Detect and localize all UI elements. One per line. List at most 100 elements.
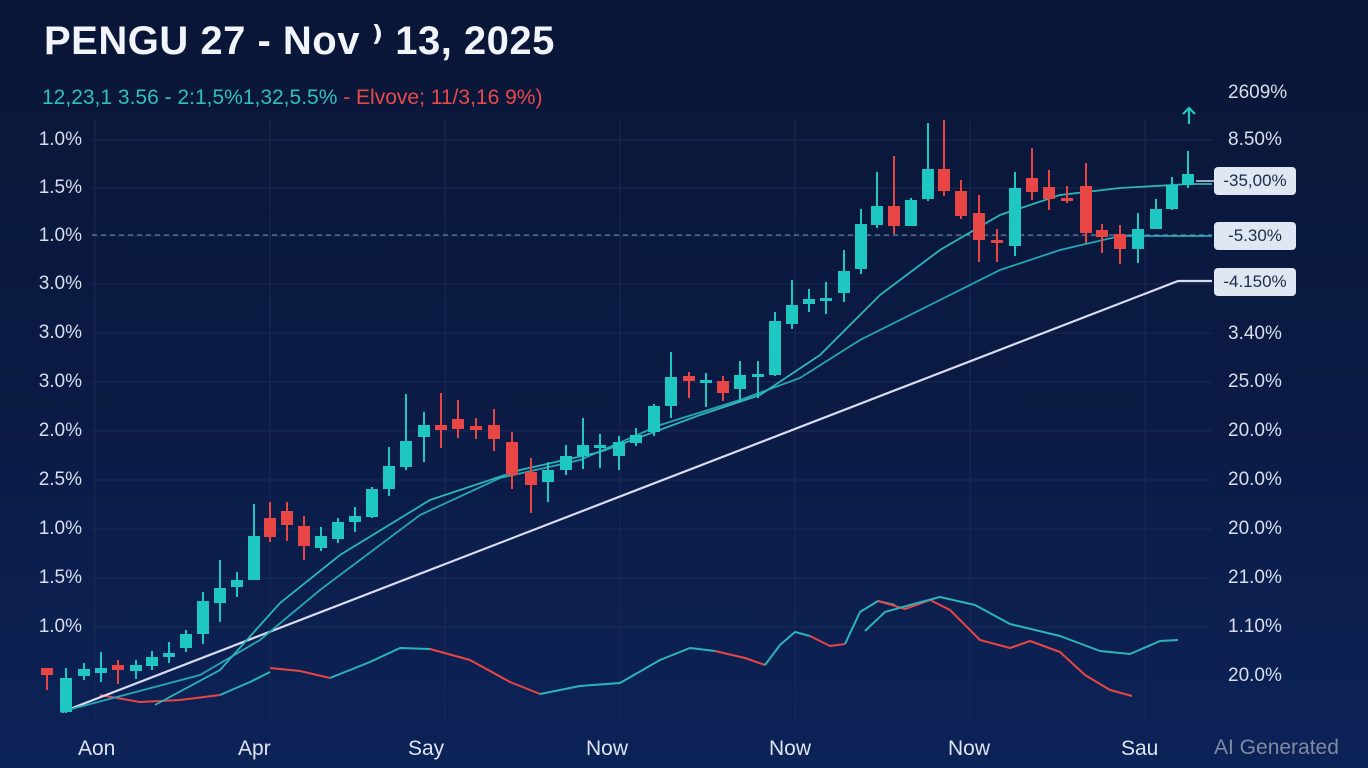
bull-candle	[214, 560, 226, 622]
candles	[41, 120, 1194, 713]
bear-candle	[488, 409, 500, 451]
bull-candle	[366, 487, 378, 518]
bear-candle	[435, 393, 447, 448]
bull-candle	[871, 172, 883, 228]
subtitle-change: - Elvove; 11/3,16 9%)	[337, 86, 543, 109]
y-axis-label-right: 21.0%	[1228, 567, 1282, 588]
bull-candle	[418, 412, 430, 462]
y-axis-label: 1.0%	[38, 616, 82, 637]
y-axis-label: 3.0%	[38, 371, 82, 392]
bull-candle	[700, 373, 712, 407]
bull-candle	[1009, 172, 1021, 256]
bull-candle	[400, 394, 412, 470]
bear-candle	[1096, 224, 1108, 253]
bull-candle	[231, 572, 243, 597]
y-axis-label-right: 2609%	[1228, 82, 1288, 103]
bear-candle	[506, 432, 518, 489]
bull-candle	[130, 660, 142, 679]
bull-candle	[786, 280, 798, 329]
x-axis-label: Now	[769, 737, 812, 760]
bull-candle	[752, 361, 764, 398]
bull-candle	[1182, 151, 1194, 188]
y-axis-label: 2.5%	[38, 469, 82, 490]
y-axis-label: 3.0%	[38, 273, 82, 294]
bull-candle	[820, 282, 832, 314]
bull-candle	[594, 434, 606, 468]
y-axis-label: 2.0%	[38, 420, 82, 441]
bear-candle	[1026, 148, 1038, 200]
chart-subtitle: 12,23,1 3.56 - 2:1,5%1,32,5.5% - Elvove;…	[42, 86, 542, 110]
bull-candle	[383, 447, 395, 496]
bull-candle	[315, 527, 327, 551]
bull-candle	[332, 518, 344, 543]
bear-candle	[1080, 163, 1092, 243]
bull-candle	[1166, 177, 1178, 210]
y-axis-label: 1.0%	[38, 518, 82, 539]
bull-candle	[648, 404, 660, 436]
bear-candle	[955, 180, 967, 219]
x-axis-label: Now	[586, 737, 629, 760]
y-axis-label-right: 20.0%	[1228, 518, 1282, 539]
bull-candle	[180, 630, 192, 652]
bull-candle	[905, 198, 917, 226]
y-axis-label-right: 8.50%	[1228, 129, 1282, 150]
bull-candle	[197, 592, 209, 644]
price-tag: -35,00%	[1214, 167, 1296, 195]
bear-candle	[938, 120, 950, 196]
bear-candle	[888, 156, 900, 234]
bear-candle	[298, 516, 310, 560]
y-axis-label-right: 3.40%	[1228, 323, 1282, 344]
bull-candle	[1150, 199, 1162, 229]
bear-candle	[1043, 170, 1055, 210]
bull-candle	[163, 642, 175, 663]
x-axis-label: Say	[408, 737, 445, 760]
bull-candle	[60, 668, 72, 713]
bull-candle	[665, 352, 677, 418]
bear-candle	[281, 502, 293, 541]
bull-candle	[1132, 213, 1144, 263]
bear-candle	[264, 502, 276, 542]
up-arrow-icon	[1182, 106, 1196, 124]
bear-candle	[1114, 225, 1126, 264]
bull-candle	[95, 652, 107, 682]
moving-average-slow	[59, 235, 1212, 713]
x-axis-label: Now	[948, 737, 991, 760]
bear-candle	[973, 195, 985, 262]
bear-candle	[1061, 186, 1073, 203]
bull-candle	[769, 312, 781, 376]
bull-candle	[146, 651, 158, 670]
y-axis-label-right: 20.0%	[1228, 469, 1282, 490]
y-axis-label: 1.0%	[38, 225, 82, 246]
bull-candle	[577, 418, 589, 469]
price-tag: -5.30%	[1214, 222, 1296, 250]
trendline	[61, 279, 1212, 714]
y-axis-label-right: 20.0%	[1228, 665, 1282, 686]
y-axis-label-right: 20.0%	[1228, 420, 1282, 441]
y-axis-label-right: 25.0%	[1228, 371, 1282, 392]
chart-title: PENGU 27 - Nov ⁾ 13, 2025	[44, 19, 555, 63]
y-axis-label: 1.0%	[38, 129, 82, 150]
bull-candle	[855, 209, 867, 274]
price-tag: -4.150%	[1214, 268, 1296, 296]
bear-candle	[470, 418, 482, 439]
x-axis-label: Sau	[1121, 737, 1159, 760]
bear-candle	[452, 400, 464, 438]
bull-candle	[349, 507, 361, 532]
bull-candle	[78, 663, 90, 680]
x-axis-label: Aon	[78, 737, 116, 760]
bear-candle	[112, 660, 124, 684]
bull-candle	[542, 462, 554, 502]
bull-candle	[803, 289, 815, 312]
y-axis-label: 3.0%	[38, 322, 82, 343]
bull-candle	[838, 250, 850, 302]
bull-candle	[734, 361, 746, 402]
bull-candle	[922, 123, 934, 201]
oscillator-lines	[99, 596, 1179, 703]
watermark: AI Generated	[1214, 736, 1339, 759]
subtitle-stats: 12,23,1 3.56 - 2:1,5%1,32,5.5%	[42, 86, 338, 109]
y-axis-label: 1.5%	[38, 177, 82, 198]
bear-candle	[41, 668, 53, 690]
bear-candle	[991, 229, 1003, 262]
y-axis-label: 1.5%	[38, 567, 82, 588]
